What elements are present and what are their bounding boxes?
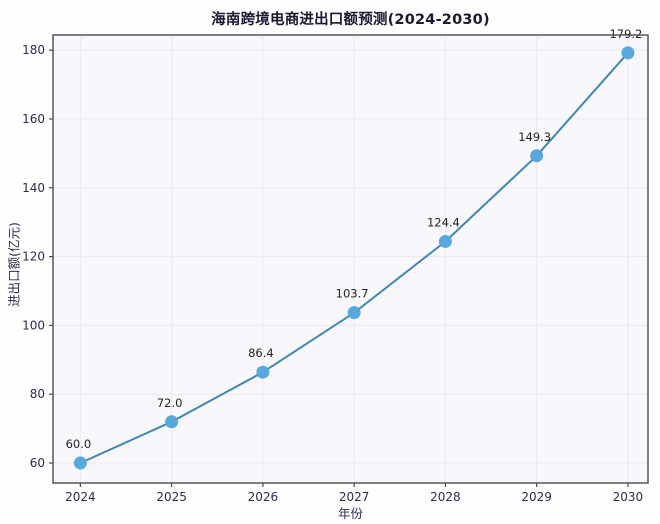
x-tick-label: 2026	[248, 490, 279, 504]
x-tick-label: 2024	[65, 490, 96, 504]
data-point	[438, 234, 452, 248]
x-tick-label: 2029	[521, 490, 552, 504]
chart-title: 海南跨境电商进出口额预测(2024-2030)	[211, 12, 490, 28]
point-label: 103.7	[336, 287, 369, 301]
point-label: 60.0	[66, 437, 92, 451]
point-label: 72.0	[157, 396, 183, 410]
data-point	[530, 149, 544, 163]
data-point	[73, 456, 87, 470]
y-tick-label: 100	[22, 318, 45, 332]
y-tick-label: 160	[22, 112, 45, 126]
data-point	[621, 46, 635, 60]
data-point	[165, 415, 179, 429]
y-tick-label: 180	[22, 43, 45, 57]
x-tick-label: 2030	[613, 490, 644, 504]
point-label: 86.4	[248, 346, 274, 360]
plot-border	[52, 34, 649, 484]
point-label: 149.3	[518, 130, 551, 144]
plot-background	[53, 35, 648, 483]
point-label: 179.2	[609, 27, 642, 41]
data-point	[256, 365, 270, 379]
y-tick-label: 60	[30, 456, 45, 470]
y-tick-label: 140	[22, 181, 45, 195]
x-tick-label: 2025	[156, 490, 187, 504]
y-tick-label: 120	[22, 250, 45, 264]
x-axis-title: 年份	[337, 506, 363, 521]
x-tick-label: 2028	[430, 490, 461, 504]
data-point	[347, 306, 361, 320]
y-axis-title: 进出口额(亿元)	[6, 222, 22, 307]
y-tick-label: 80	[30, 387, 45, 401]
point-label: 124.4	[427, 215, 460, 229]
x-tick-label: 2027	[339, 490, 370, 504]
